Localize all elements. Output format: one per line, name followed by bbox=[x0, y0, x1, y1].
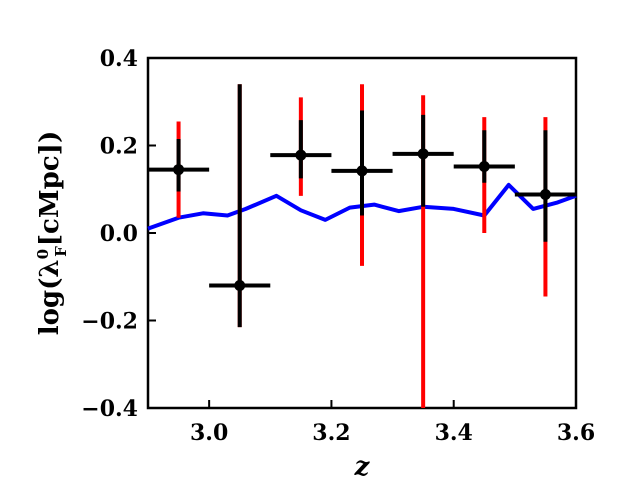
data-point bbox=[417, 148, 429, 160]
data-point bbox=[173, 164, 185, 176]
y-tick-label: 0.2 bbox=[100, 134, 138, 160]
data-point bbox=[295, 149, 307, 161]
y-axis-label-sub: F bbox=[52, 246, 70, 257]
y-tick-label: 0.0 bbox=[100, 221, 138, 247]
y-tick-label: −0.4 bbox=[81, 396, 138, 422]
y-tick-label: −0.2 bbox=[81, 309, 138, 335]
data-point bbox=[356, 165, 368, 177]
data-point bbox=[234, 280, 246, 291]
y-axis-label-sup: 0 bbox=[34, 249, 52, 259]
y-axis-label: log(λ0F[cMpc]) bbox=[34, 131, 70, 336]
x-tick-label: 3.6 bbox=[557, 420, 595, 446]
data-point bbox=[539, 189, 551, 200]
y-axis-label-suffix: [cMpc]) bbox=[35, 131, 65, 247]
y-axis-label-prefix: log(λ bbox=[35, 259, 65, 335]
axis-ticks: 3.0 3.2 3.4 3.6 −0.4 −0.2 0.0 0.2 0.4 bbox=[81, 46, 595, 446]
data-layer bbox=[147, 84, 577, 408]
x-axis-label: z bbox=[354, 452, 371, 480]
x-tick-label: 3.2 bbox=[312, 420, 350, 446]
x-tick-label: 3.0 bbox=[190, 420, 228, 446]
x-tick-label: 3.4 bbox=[435, 420, 473, 446]
y-tick-label: 0.4 bbox=[100, 46, 138, 72]
y-axis-label-group: log(λ0F[cMpc]) bbox=[34, 131, 70, 336]
data-point bbox=[478, 161, 490, 172]
